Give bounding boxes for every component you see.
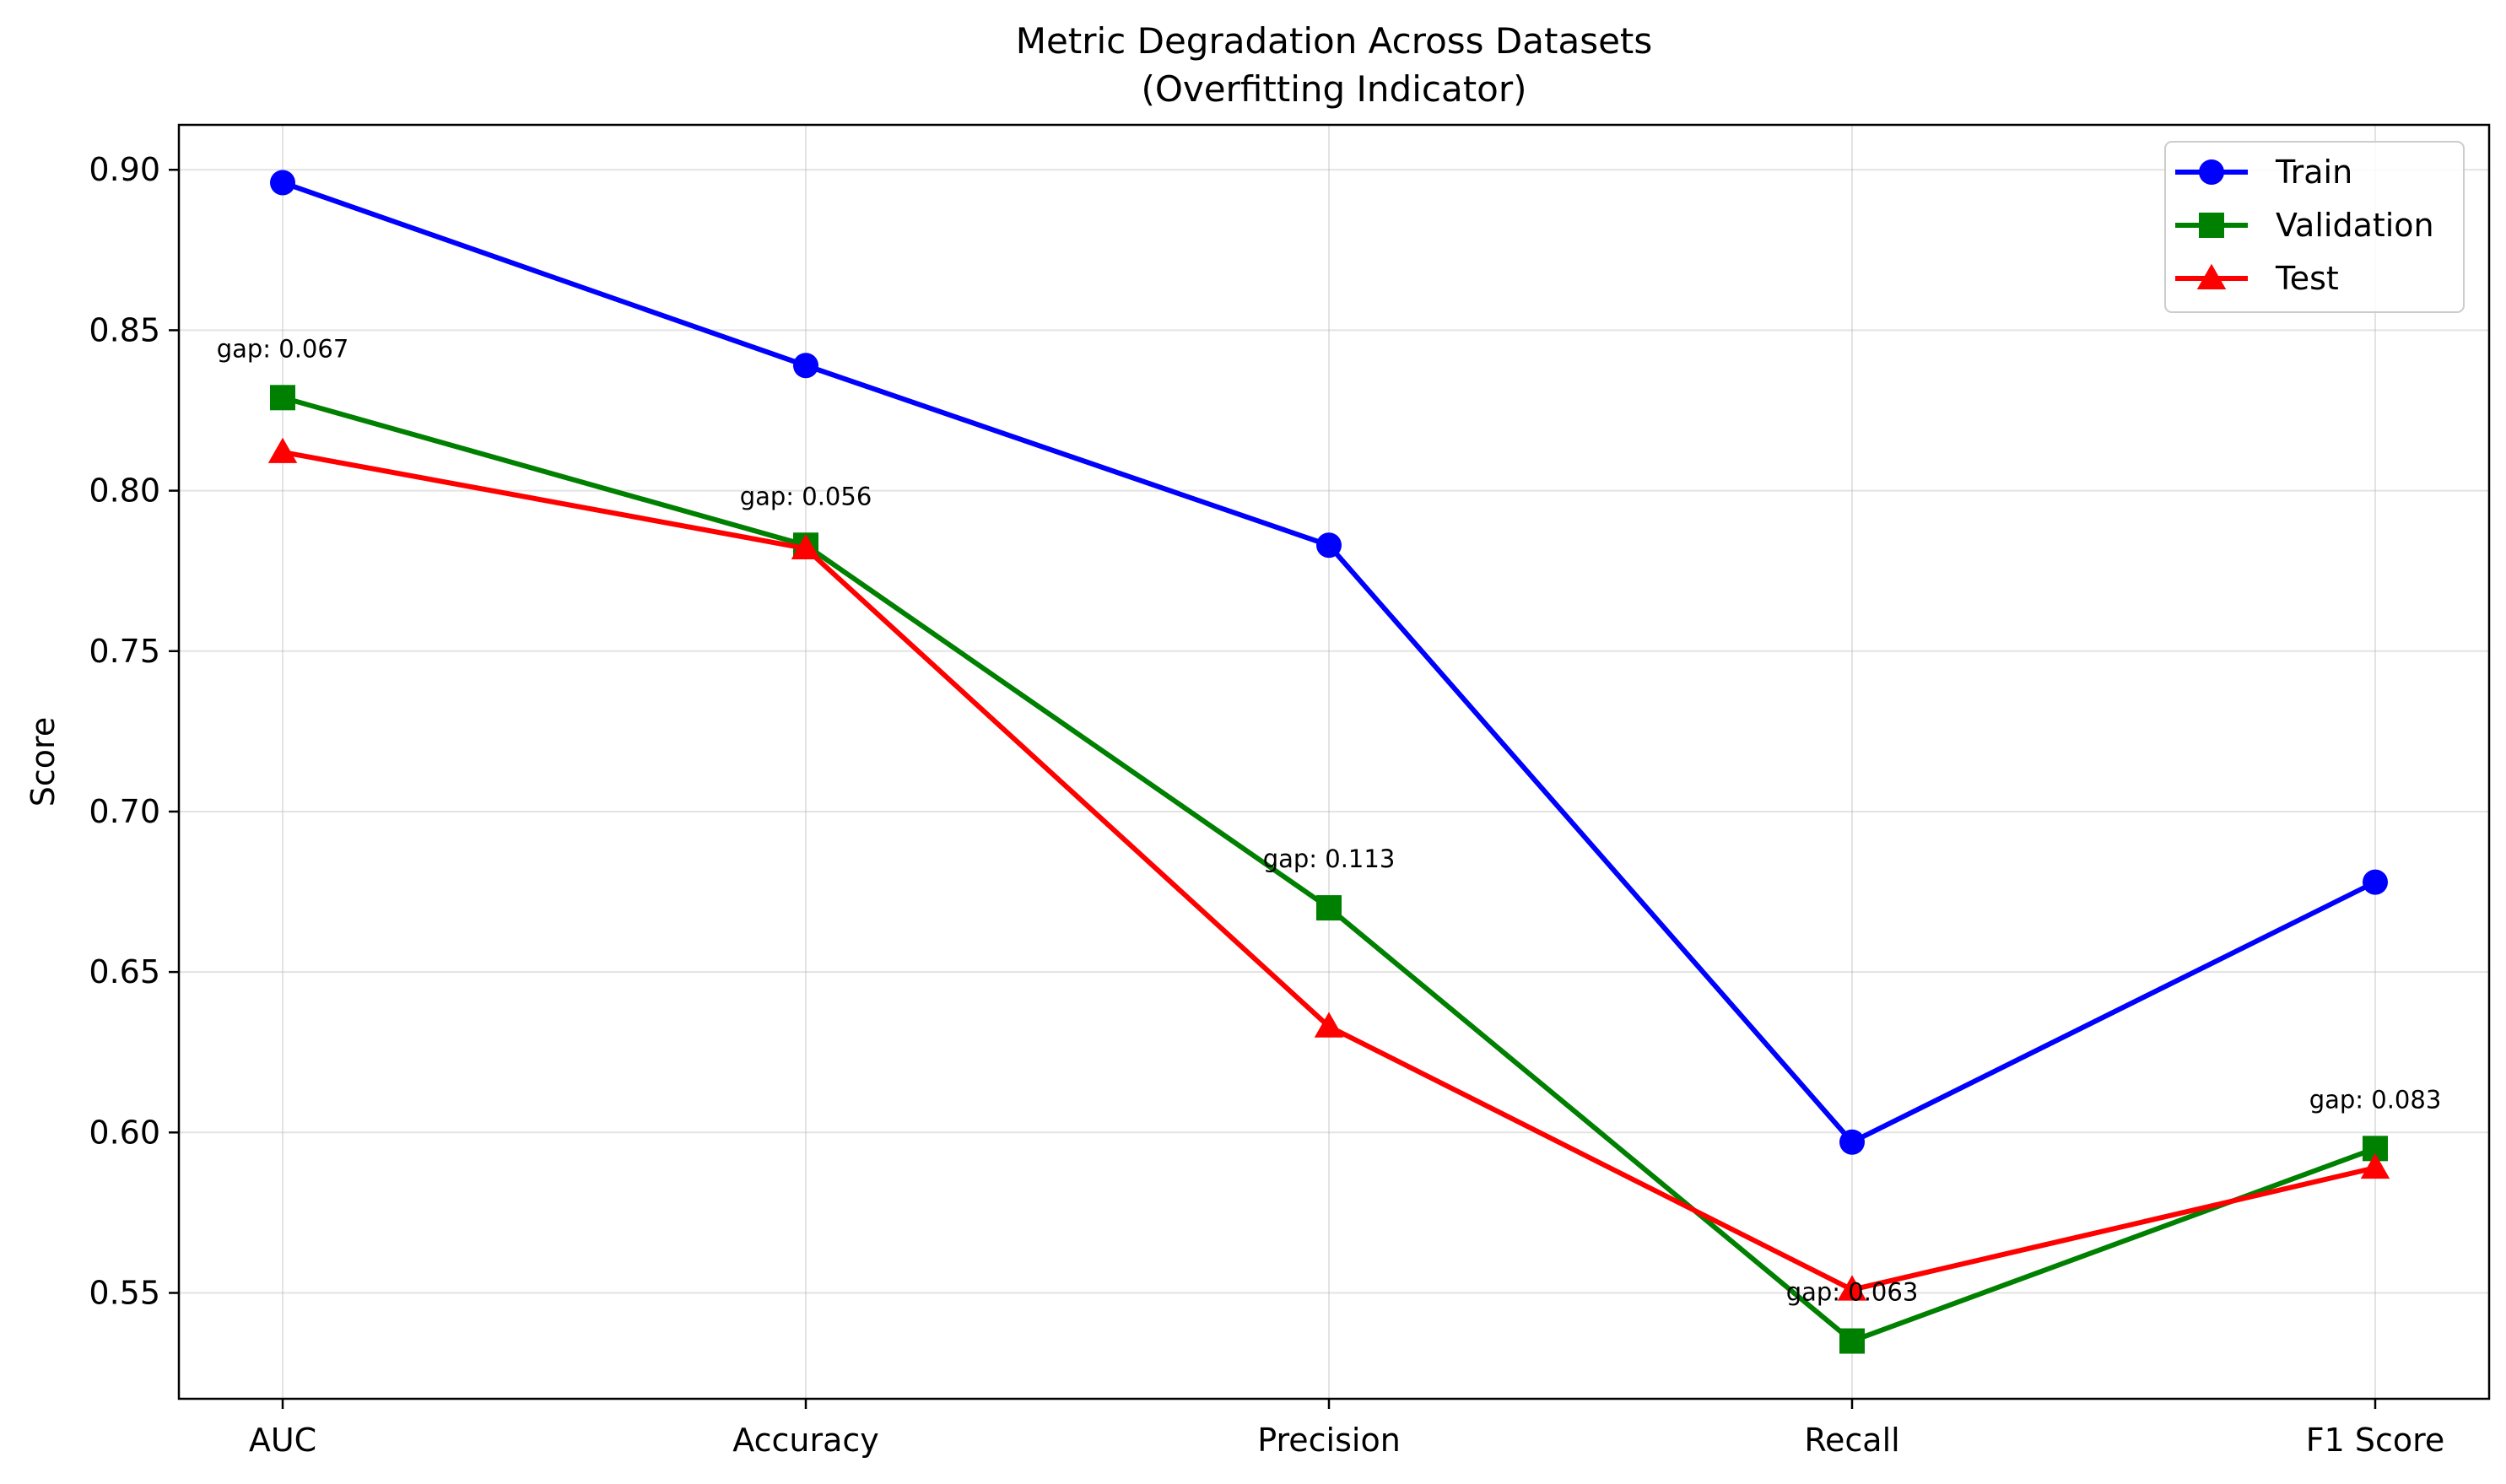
x-tick-label-precision: Precision [1257, 1422, 1401, 1459]
legend-label-train: Train [2275, 154, 2352, 191]
y-tick-label: 0.55 [89, 1274, 160, 1311]
series-validation [270, 385, 2388, 1354]
plot-frame [177, 123, 2491, 1400]
chart-title: Metric Degradation Across Datasets [1016, 20, 1653, 62]
data-point-test-accuracy [791, 533, 821, 560]
data-point-test-recall [1837, 1275, 1867, 1301]
legend-item-validation: Validation [2175, 207, 2434, 244]
legend-marker-test [2196, 263, 2227, 289]
y-tick-label: 0.85 [89, 311, 160, 348]
grid [179, 125, 2489, 1399]
chart-subtitle: (Overfitting Indicator) [1141, 68, 1526, 110]
x-axis-ticks: AUC Accuracy Precision Recall F1 Score [249, 1399, 2444, 1459]
data-point-validation-recall [1839, 1328, 1865, 1354]
legend-box [2164, 141, 2465, 313]
x-tick-label-accuracy: Accuracy [732, 1422, 879, 1459]
data-point-train-f1-score [2363, 869, 2388, 895]
x-tick-label-recall: Recall [1804, 1422, 1899, 1459]
gap-annotation-accuracy: gap: 0.056 [740, 482, 872, 510]
y-axis-label: Score [24, 717, 62, 807]
x-tick-label-f1-score: F1 Score [2306, 1422, 2445, 1459]
y-tick-label: 0.70 [89, 793, 160, 830]
gap-annotation-auc: gap: 0.067 [217, 334, 349, 363]
legend-marker-validation [2199, 213, 2224, 238]
legend-label-validation: Validation [2276, 207, 2434, 244]
x-tick-label-auc: AUC [249, 1422, 316, 1459]
data-point-validation-precision [1316, 895, 1342, 921]
data-point-train-auc [270, 170, 295, 196]
gap-annotation-recall: gap: 0.063 [1786, 1278, 1919, 1307]
series-layer [267, 170, 2390, 1354]
y-tick-label: 0.80 [89, 472, 160, 510]
gap-annotation-f1-score: gap: 0.083 [2309, 1085, 2442, 1114]
legend-item-test: Test [2175, 260, 2339, 297]
legend: Train Validation Test [2164, 141, 2465, 313]
legend-item-train: Train [2175, 154, 2352, 191]
legend-marker-train [2199, 159, 2224, 185]
gap-annotations: gap: 0.067 gap: 0.056 gap: 0.113 gap: 0.063… [217, 334, 2442, 1306]
gap-annotation-precision: gap: 0.113 [1263, 845, 1396, 873]
y-tick-label: 0.65 [89, 953, 160, 990]
legend-label-test: Test [2275, 260, 2339, 297]
data-point-validation-auc [270, 385, 295, 411]
series-test [267, 437, 2390, 1301]
data-point-test-auc [267, 437, 298, 463]
y-tick-label: 0.60 [89, 1114, 160, 1151]
data-point-test-precision [1314, 1012, 1344, 1038]
y-tick-label: 0.75 [89, 633, 160, 670]
y-tick-label: 0.90 [89, 151, 160, 188]
data-point-train-precision [1316, 532, 1342, 559]
data-point-train-recall [1839, 1129, 1865, 1155]
y-axis-ticks: 0.55 0.60 0.65 0.70 0.75 0.80 0.85 0.90 [89, 151, 179, 1311]
data-point-train-accuracy [793, 353, 818, 379]
series-train [270, 170, 2388, 1155]
data-point-test-f1-score [2360, 1152, 2390, 1179]
